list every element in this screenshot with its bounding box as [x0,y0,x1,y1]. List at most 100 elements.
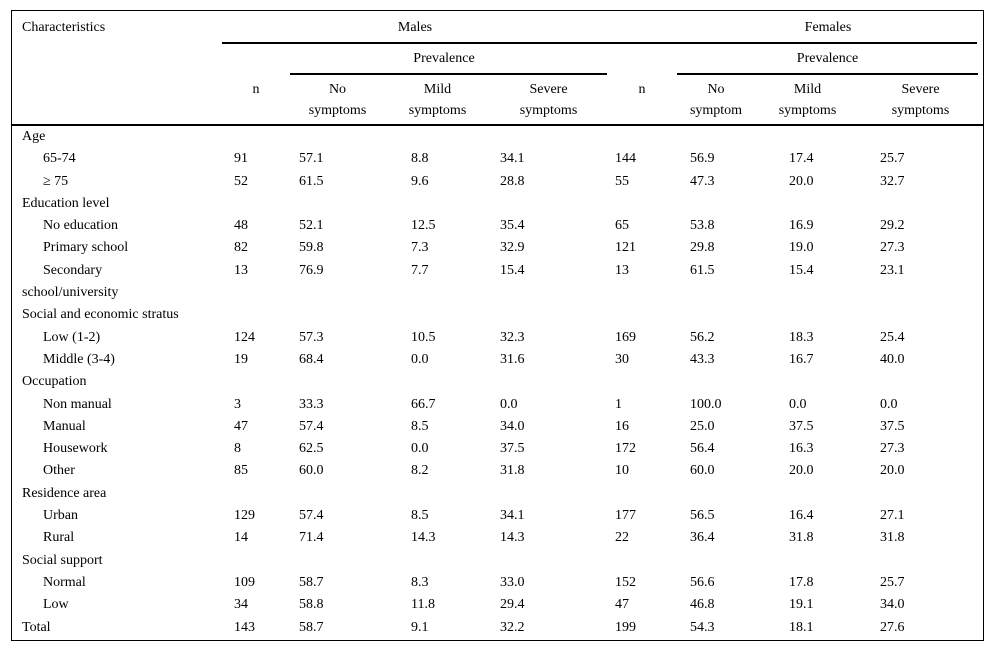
cell-females-severe-symptoms: 34.0 [880,597,905,613]
cell-females-mild-symptoms: 19.0 [789,240,814,256]
table-row: Urban 129 57.4 8.5 34.1 177 56.5 16.4 27… [12,505,983,527]
cell-males-mild-symptoms: 0.0 [411,351,429,367]
cell-females-severe-symptoms: 27.3 [880,441,905,457]
cell-females-n: 172 [615,441,636,457]
header-males-severe-symptoms: Severe symptoms [490,75,607,124]
cell-males-n: 47 [234,418,248,434]
cell-females-no-symptom: 29.8 [690,240,715,256]
rule-under-sex-headers [222,42,977,44]
cell-males-no-symptoms: 76.9 [299,262,324,278]
cell-males-severe-symptoms: 34.1 [500,508,525,524]
header-females: Females [804,20,852,35]
cell-females-no-symptom: 46.8 [690,597,715,613]
table-row: Rural 14 71.4 14.3 14.3 22 36.4 31.8 31.… [12,527,983,549]
table-row: 65-74 91 57.1 8.8 34.1 144 56.9 17.4 25.… [12,148,983,170]
cell-females-mild-symptoms: 37.5 [789,418,814,434]
header-females-severe-symptoms-label: Severe symptoms [891,82,950,118]
cell-females-severe-symptoms: 23.1 [880,262,905,278]
cell-males-severe-symptoms: 34.0 [500,418,525,434]
cell-males-no-symptoms: 52.1 [299,218,324,234]
cell-males-severe-symptoms: 0.0 [500,396,518,412]
cell-females-severe-symptoms: 0.0 [880,396,898,412]
cell-males-no-symptoms: 62.5 [299,441,324,457]
table-row: Non manual 3 33.3 66.7 0.0 1 100.0 0.0 0… [12,394,983,416]
header-males-no-symptoms: No symptoms [290,75,385,124]
table-row: Manual 47 57.4 8.5 34.0 16 25.0 37.5 37.… [12,416,983,438]
cell-males-no-symptoms: 57.1 [299,151,324,167]
cell-males-n: 19 [234,351,248,367]
cell-males-mild-symptoms: 66.7 [411,396,436,412]
cell-females-n: 47 [615,597,629,613]
cell-females-no-symptom: 25.0 [690,418,715,434]
cell-females-no-symptom: 56.6 [690,574,715,590]
cell-females-mild-symptoms: 31.8 [789,530,814,546]
header-males-severe-symptoms-label: Severe symptoms [519,82,578,118]
header-males-no-symptoms-label: No symptoms [308,82,367,118]
cell-males-mild-symptoms: 8.8 [411,151,429,167]
cell-females-n: 55 [615,173,629,189]
cell-females-severe-symptoms: 27.1 [880,508,905,524]
cell-males-severe-symptoms: 15.4 [500,262,525,278]
cell-females-no-symptom: 60.0 [690,463,715,479]
cell-males-severe-symptoms: 29.4 [500,597,525,613]
cell-females-mild-symptoms: 16.9 [789,218,814,234]
cell-males-mild-symptoms: 9.1 [411,619,429,635]
row-label: Residence area [22,485,107,501]
cell-females-mild-symptoms: 16.3 [789,441,814,457]
cell-females-severe-symptoms: 40.0 [880,351,905,367]
cell-males-mild-symptoms: 11.8 [411,597,435,613]
cell-males-n: 3 [234,396,241,412]
header-females-no-symptom-label: No symptom [689,82,743,118]
cell-males-severe-symptoms: 37.5 [500,441,525,457]
cell-females-no-symptom: 100.0 [690,396,722,412]
row-label: Non manual [43,396,112,412]
row-label: Housework [43,441,108,457]
cell-females-n: 1 [615,396,622,412]
row-label: ≥ 75 [43,173,69,189]
cell-males-severe-symptoms: 14.3 [500,530,525,546]
cell-males-n: 109 [234,574,255,590]
cell-females-no-symptom: 54.3 [690,619,715,635]
cell-males-n: 52 [234,173,248,189]
row-label: No education [43,218,119,234]
cell-males-no-symptoms: 57.4 [299,508,324,524]
row-label: Other [43,463,75,479]
cell-females-n: 22 [615,530,629,546]
table-row: Secondary school/university 13 76.9 7.7 … [12,260,983,305]
table-row: Social and economic stratus [12,304,983,326]
row-label: Middle (3-4) [43,351,115,367]
cell-males-severe-symptoms: 34.1 [500,151,525,167]
cell-females-no-symptom: 36.4 [690,530,715,546]
header-females-n: n [638,82,646,97]
cell-females-n: 121 [615,240,636,256]
row-label: Primary school [43,240,129,256]
table-row: Low 34 58.8 11.8 29.4 47 46.8 19.1 34.0 [12,594,983,616]
table-row: ≥ 75 52 61.5 9.6 28.8 55 47.3 20.0 32.7 [12,171,983,193]
row-label: Secondary school/university [22,262,119,301]
cell-males-mild-symptoms: 9.6 [411,173,429,189]
cell-females-mild-symptoms: 0.0 [789,396,807,412]
cell-males-severe-symptoms: 31.6 [500,351,525,367]
cell-males-mild-symptoms: 0.0 [411,441,429,457]
cell-males-no-symptoms: 71.4 [299,530,324,546]
cell-males-n: 124 [234,329,255,345]
table-row: No education 48 52.1 12.5 35.4 65 53.8 1… [12,215,983,237]
table-row: Normal 109 58.7 8.3 33.0 152 56.6 17.8 2… [12,572,983,594]
cell-males-no-symptoms: 59.8 [299,240,324,256]
cell-females-severe-symptoms: 27.3 [880,240,905,256]
cell-males-mild-symptoms: 7.7 [411,262,429,278]
cell-males-severe-symptoms: 32.2 [500,619,525,635]
cell-males-mild-symptoms: 14.3 [411,530,436,546]
header-males-mild-symptoms: Mild symptoms [385,75,490,124]
row-label: Urban [43,508,78,524]
cell-females-n: 169 [615,329,636,345]
cell-females-mild-symptoms: 16.4 [789,508,814,524]
header-females-severe-symptoms: Severe symptoms [860,75,981,124]
cell-males-n: 82 [234,240,248,256]
row-label: Total [22,619,51,635]
cell-females-mild-symptoms: 19.1 [789,597,814,613]
row-label: Manual [43,418,86,434]
header-prevalence-females: Prevalence [796,51,859,66]
cell-males-mild-symptoms: 10.5 [411,329,436,345]
